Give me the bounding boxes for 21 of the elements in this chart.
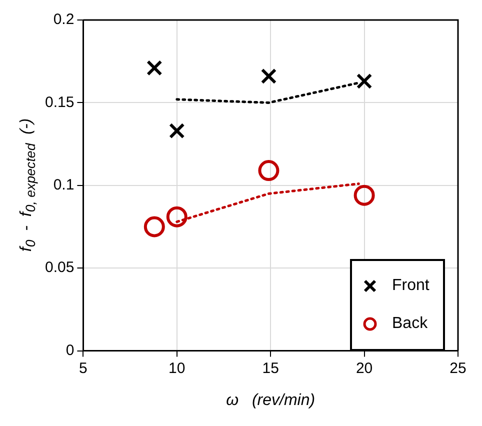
point xyxy=(258,160,280,182)
point xyxy=(354,184,375,206)
point xyxy=(260,68,277,84)
point xyxy=(146,60,162,76)
x-tick-label: 20 xyxy=(356,360,373,377)
y-tick-label: 0.05 xyxy=(44,259,74,276)
point xyxy=(169,122,185,139)
x-tick-label: 5 xyxy=(79,360,88,377)
legend-label: Front xyxy=(392,276,430,295)
x-axis-title: ω (rev/min) xyxy=(226,392,316,409)
y-tick-label: 0 xyxy=(66,342,74,359)
point xyxy=(166,206,188,228)
legend-label: Back xyxy=(392,314,428,333)
y-tick-label: 0.15 xyxy=(44,94,74,111)
x-tick-label: 25 xyxy=(450,360,466,377)
x-tick-label: 15 xyxy=(262,360,279,377)
y-tick-label: 0.1 xyxy=(53,176,74,194)
point xyxy=(356,73,372,90)
x-tick-label: 10 xyxy=(168,360,186,377)
point xyxy=(144,216,165,238)
y-tick-label: 0.2 xyxy=(53,11,74,28)
